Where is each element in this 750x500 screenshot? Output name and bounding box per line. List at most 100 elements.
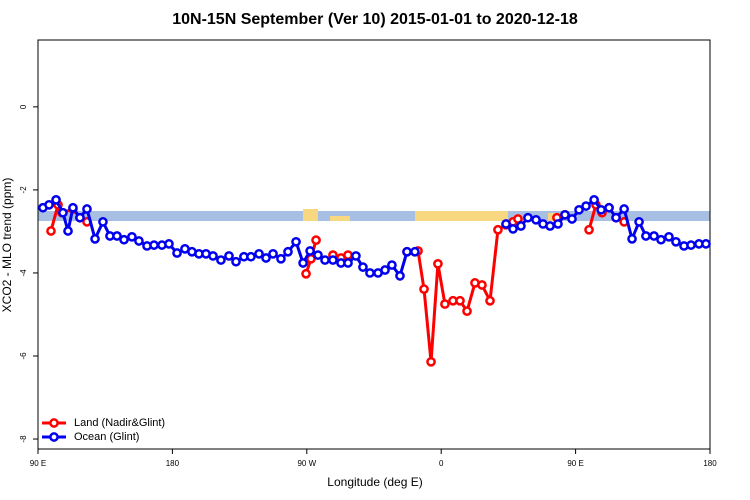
data-point — [656, 234, 666, 245]
data-point — [574, 204, 584, 215]
legend-marker — [49, 432, 59, 442]
data-point — [634, 217, 644, 227]
data-point — [208, 251, 218, 261]
data-point — [627, 234, 637, 244]
data-point — [119, 234, 129, 245]
data-point — [619, 204, 629, 214]
legend-label: Land (Nadir&Glint) — [74, 417, 165, 429]
data-point — [671, 236, 681, 247]
data-point — [75, 212, 85, 223]
data-point — [82, 204, 92, 214]
data-point — [63, 226, 73, 236]
data-point — [291, 236, 301, 247]
data-point — [46, 226, 56, 236]
data-point — [686, 240, 696, 250]
data-point — [641, 231, 651, 241]
y-tick-label: -8 — [19, 435, 28, 443]
data-point — [462, 306, 472, 316]
data-point — [584, 224, 594, 235]
y-tick-label: -2 — [19, 186, 28, 194]
data-point — [485, 295, 495, 306]
x-tick-label: 180 — [703, 459, 717, 468]
data-point — [589, 195, 599, 205]
data-point — [343, 250, 353, 260]
data-point — [611, 212, 621, 223]
data-point — [305, 246, 315, 256]
data-point — [596, 204, 606, 215]
x-tick-label: 90 E — [30, 459, 46, 468]
data-point — [301, 268, 311, 279]
land-coverage-band — [415, 211, 508, 221]
data-point — [433, 258, 443, 269]
data-point — [328, 255, 338, 265]
data-point — [402, 246, 412, 257]
data-point — [98, 217, 108, 227]
data-point — [51, 195, 61, 205]
data-point — [545, 221, 555, 231]
data-point — [44, 199, 54, 210]
y-axis-label: XCO2 - MLO trend (ppm) — [0, 178, 14, 313]
data-point — [254, 248, 264, 259]
data-point — [410, 246, 420, 257]
data-point — [313, 250, 323, 260]
data-point — [134, 236, 144, 246]
data-point — [701, 239, 711, 249]
data-point — [419, 284, 429, 294]
data-point — [664, 231, 674, 242]
data-point — [149, 240, 159, 250]
data-point — [298, 258, 308, 268]
data-point — [508, 224, 518, 234]
data-point — [58, 207, 68, 218]
data-point — [501, 219, 511, 229]
y-tick-label: 0 — [19, 104, 28, 109]
data-point — [311, 235, 321, 245]
data-point — [395, 270, 405, 281]
data-point — [358, 262, 368, 272]
data-point — [440, 299, 450, 309]
data-point — [231, 256, 241, 267]
data-point — [477, 280, 487, 290]
data-point — [261, 253, 271, 263]
x-axis-label: Longitude (deg E) — [327, 475, 422, 489]
data-point — [90, 234, 100, 244]
chart-title: 10N-15N September (Ver 10) 2015-01-01 to… — [172, 11, 578, 28]
y-tick-label: -6 — [19, 352, 28, 360]
data-point — [172, 248, 182, 258]
data-point — [268, 248, 278, 259]
data-point — [112, 231, 122, 241]
data-point — [553, 219, 563, 229]
x-tick-label: 90 E — [567, 459, 583, 468]
data-point — [380, 265, 390, 275]
series-line — [49, 200, 625, 362]
data-point — [276, 253, 286, 264]
data-point — [216, 255, 226, 265]
data-point — [224, 251, 234, 261]
data-point — [523, 212, 533, 223]
data-point — [426, 356, 436, 367]
data-point — [365, 268, 375, 278]
data-point — [493, 224, 503, 235]
data-point — [649, 231, 659, 241]
data-point — [455, 295, 465, 306]
data-point — [68, 202, 78, 213]
data-point — [531, 214, 541, 225]
data-point — [351, 251, 361, 261]
data-point — [343, 258, 353, 268]
data-point — [581, 201, 591, 211]
x-tick-label: 90 W — [297, 459, 316, 468]
data-point — [283, 246, 293, 257]
x-tick-label: 0 — [439, 459, 444, 468]
y-tick-label: -4 — [19, 269, 28, 277]
data-point — [560, 209, 570, 220]
ocean-coverage-band — [38, 211, 710, 221]
land-coverage-band — [330, 216, 350, 221]
data-point — [604, 202, 614, 213]
data-point — [127, 231, 137, 242]
data-point — [516, 221, 526, 231]
data-point — [320, 255, 330, 265]
land-coverage-band — [303, 209, 318, 221]
data-point — [387, 260, 397, 270]
x-tick-label: 180 — [166, 459, 180, 468]
legend-label: Ocean (Glint) — [74, 431, 139, 443]
